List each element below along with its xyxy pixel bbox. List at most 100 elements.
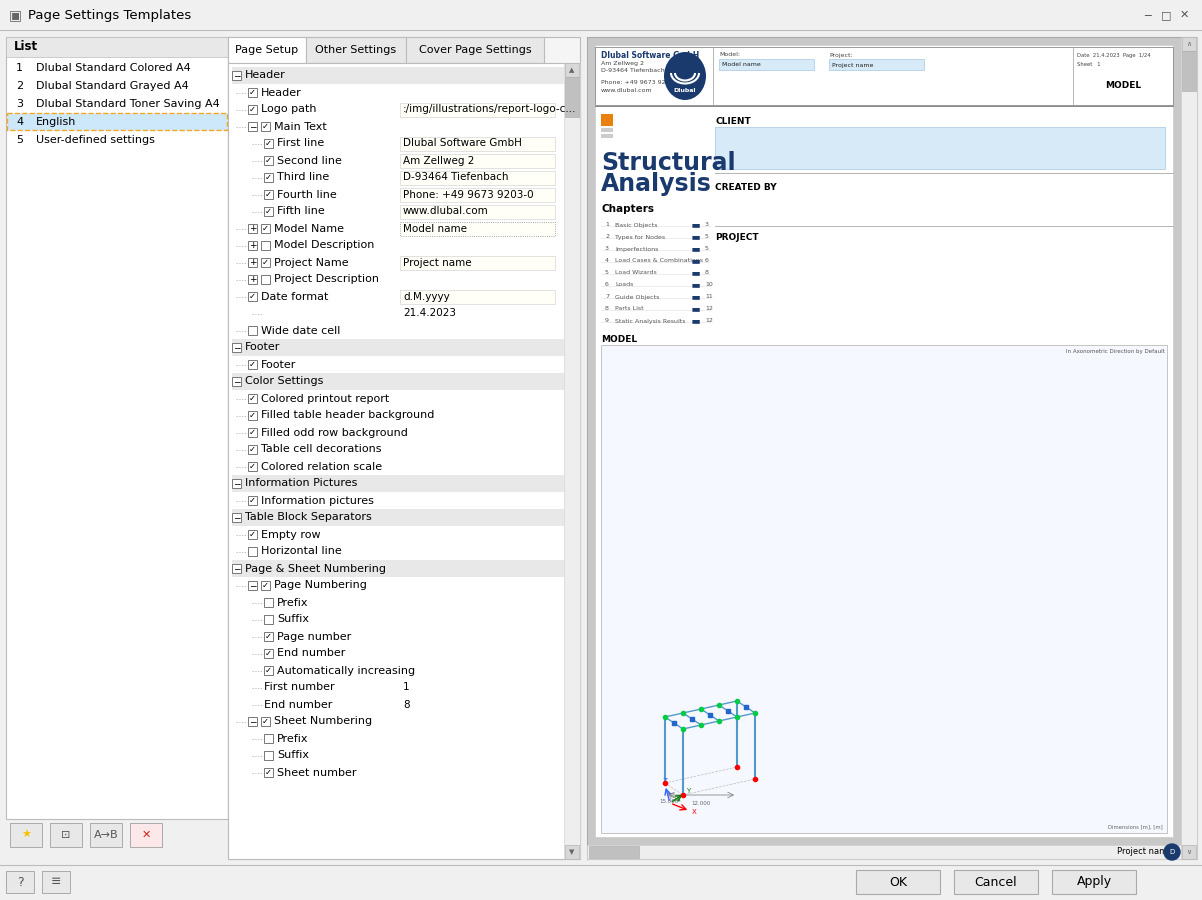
Text: First line: First line — [276, 139, 325, 148]
Text: ▼: ▼ — [570, 849, 575, 855]
Text: +: + — [249, 224, 256, 233]
Bar — [406, 37, 545, 63]
Bar — [232, 509, 564, 526]
Bar — [1182, 37, 1197, 859]
Text: ✓: ✓ — [264, 139, 272, 148]
Text: Model name: Model name — [722, 62, 761, 68]
Text: Dlubal: Dlubal — [674, 87, 696, 93]
Bar — [232, 513, 240, 522]
Bar — [1182, 51, 1196, 91]
Bar — [715, 127, 1165, 169]
Text: 8: 8 — [403, 699, 410, 709]
Text: 12: 12 — [706, 319, 713, 323]
Text: Footer: Footer — [261, 359, 297, 370]
Text: Analysis: Analysis — [601, 172, 712, 196]
Text: 3: 3 — [706, 222, 709, 228]
Text: 7: 7 — [605, 294, 609, 300]
Text: 9: 9 — [605, 319, 609, 323]
Bar — [248, 428, 257, 437]
Text: Sheet Numbering: Sheet Numbering — [274, 716, 373, 726]
Bar — [264, 649, 273, 658]
Text: ■■: ■■ — [692, 307, 701, 311]
Text: Y: Y — [686, 788, 690, 794]
Bar — [601, 134, 613, 138]
Text: ✓: ✓ — [249, 445, 256, 454]
Bar — [400, 170, 555, 184]
Bar — [228, 37, 581, 859]
Bar — [232, 67, 564, 84]
Text: ✓: ✓ — [264, 156, 272, 165]
Text: Wide date cell: Wide date cell — [261, 326, 340, 336]
Bar — [6, 37, 228, 819]
Text: Types for Nodes: Types for Nodes — [615, 235, 665, 239]
Bar — [248, 547, 257, 556]
Bar — [264, 156, 273, 165]
Bar — [248, 88, 257, 97]
Text: 1: 1 — [605, 222, 609, 228]
Text: Model name: Model name — [403, 223, 468, 233]
Text: ✓: ✓ — [264, 632, 272, 641]
Bar — [1052, 870, 1136, 894]
Bar — [829, 59, 924, 70]
Bar — [248, 258, 257, 267]
Bar — [248, 496, 257, 505]
Bar — [400, 103, 555, 116]
Text: 5: 5 — [706, 247, 709, 251]
Text: ★: ★ — [20, 830, 31, 840]
Bar — [565, 77, 579, 117]
Text: ✓: ✓ — [249, 428, 256, 437]
Text: ■■: ■■ — [692, 222, 701, 228]
Bar — [10, 823, 42, 847]
Text: :/img/illustrations/report-logo-c...: :/img/illustrations/report-logo-c... — [403, 104, 577, 114]
Bar — [565, 845, 579, 859]
Bar — [130, 823, 162, 847]
Bar — [565, 63, 579, 77]
Text: Project:: Project: — [829, 52, 852, 58]
Text: 4: 4 — [605, 258, 609, 264]
Text: Table Block Separators: Table Block Separators — [245, 512, 371, 523]
Text: www.dlubal.com: www.dlubal.com — [403, 206, 489, 217]
Text: English: English — [36, 117, 77, 127]
Text: ▣: ▣ — [8, 8, 22, 22]
Text: ■■: ■■ — [692, 247, 701, 251]
Text: ✓: ✓ — [264, 190, 272, 199]
Text: ≡: ≡ — [50, 876, 61, 888]
Bar — [400, 256, 555, 269]
Bar — [264, 615, 273, 624]
Bar — [232, 479, 240, 488]
Text: ✓: ✓ — [264, 649, 272, 658]
Text: Suffix: Suffix — [276, 751, 309, 760]
Text: ⊡: ⊡ — [61, 830, 71, 840]
Bar — [232, 560, 564, 577]
Text: Project name: Project name — [832, 62, 874, 68]
Text: 11: 11 — [706, 294, 713, 300]
Bar — [264, 751, 273, 760]
Text: 15.000: 15.000 — [660, 799, 679, 804]
Text: −: − — [249, 581, 256, 590]
Text: ✓: ✓ — [249, 360, 256, 369]
Bar — [248, 581, 257, 590]
Bar — [264, 598, 273, 607]
Text: 8: 8 — [706, 271, 709, 275]
Bar — [264, 173, 273, 182]
Text: 4: 4 — [16, 117, 23, 127]
Text: +: + — [249, 275, 256, 284]
Text: Table cell decorations: Table cell decorations — [261, 445, 381, 455]
Text: Colored relation scale: Colored relation scale — [261, 462, 382, 472]
Bar — [248, 224, 257, 233]
Text: Page Settings Templates: Page Settings Templates — [28, 8, 191, 22]
Text: ■■: ■■ — [692, 258, 701, 264]
Text: Prefix: Prefix — [276, 598, 309, 608]
Text: Guide Objects: Guide Objects — [615, 294, 660, 300]
Text: OK: OK — [889, 876, 908, 888]
Text: ■■: ■■ — [692, 319, 701, 323]
Text: ✓: ✓ — [262, 258, 269, 267]
Text: ✓: ✓ — [262, 122, 269, 131]
Text: Structural: Structural — [601, 151, 736, 175]
Bar — [400, 221, 555, 236]
Text: Dlubal Software GmbH: Dlubal Software GmbH — [403, 139, 522, 148]
Text: Colored printout report: Colored printout report — [261, 393, 389, 403]
Text: 2: 2 — [16, 81, 23, 91]
Bar — [232, 564, 240, 573]
Text: Information pictures: Information pictures — [261, 496, 374, 506]
